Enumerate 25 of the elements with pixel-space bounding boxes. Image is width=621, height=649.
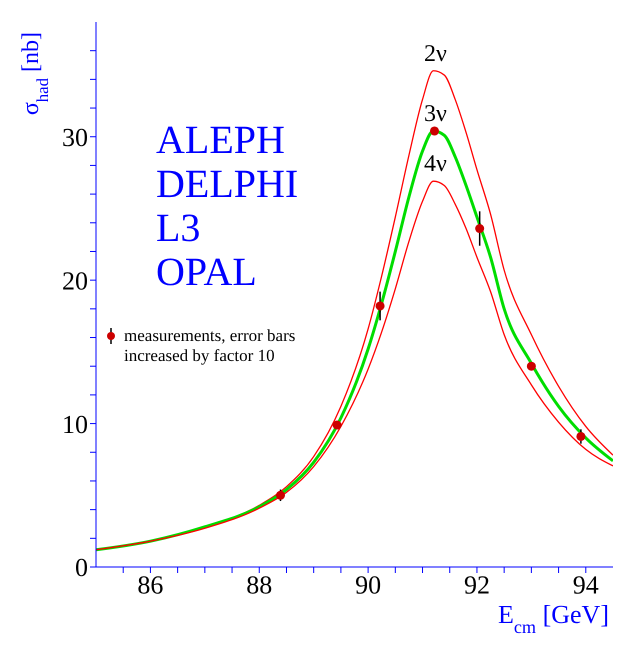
point — [276, 490, 285, 500]
point — [376, 301, 385, 310]
y-tick-label: 30 — [62, 122, 88, 152]
annotation: L3 — [156, 205, 202, 250]
x-tick-label: 86 — [137, 570, 164, 600]
x-tick-label: 94 — [572, 570, 599, 600]
x-tick-label: 88 — [246, 570, 272, 600]
y-tick-label: 20 — [62, 266, 88, 296]
series-label: 2ν — [424, 40, 447, 67]
point — [475, 224, 484, 234]
point — [576, 432, 586, 441]
legend-label: measurements, error bars increased by factor 10 — [124, 326, 296, 366]
x-tick-label: 92 — [464, 570, 490, 600]
x-tick-label: 90 — [355, 570, 382, 600]
point — [526, 362, 536, 371]
annotation: ALEPH — [156, 117, 286, 162]
point — [430, 126, 440, 136]
x-axis-title: E$_{cm}$ [GeV] — [498, 600, 609, 637]
point — [332, 420, 342, 430]
y-tick-label: 0 — [75, 553, 88, 582]
annotation: DELPHI — [156, 161, 298, 206]
series-label: 4ν — [424, 151, 447, 178]
annotation: OPAL — [156, 249, 258, 294]
y-tick-label: 10 — [62, 410, 88, 439]
series-label: 3ν — [424, 101, 447, 127]
